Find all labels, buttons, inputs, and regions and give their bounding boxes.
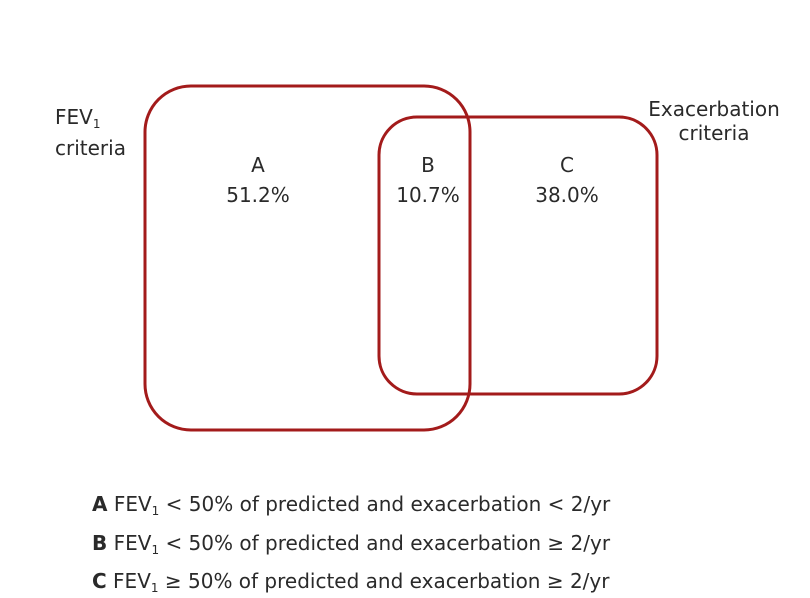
- region-c-letter: C: [560, 153, 574, 177]
- region-b-percent: 10.7%: [396, 183, 460, 207]
- legend-item-a: A FEV1 < 50% of predicted and exacerbati…: [92, 492, 610, 518]
- region-a-letter: A: [251, 153, 265, 177]
- legend-a-text: < 50% of predicted and exacerbation < 2/…: [165, 492, 611, 516]
- fev1-label-line2: criteria: [55, 136, 126, 160]
- region-b: B 10.7%: [396, 153, 460, 207]
- legend-b-text: < 50% of predicted and exacerbation ≥ 2/…: [165, 531, 611, 555]
- legend-a-fev: FEV: [113, 492, 152, 516]
- legend-item-b: B FEV1 < 50% of predicted and exacerbati…: [92, 531, 610, 557]
- legend-b-letter: B: [92, 531, 108, 555]
- fev1-criteria-label: FEV1 criteria: [55, 105, 126, 160]
- region-b-letter: B: [421, 153, 435, 177]
- fev1-label-sub: 1: [92, 117, 101, 131]
- legend-b-sub: 1: [151, 543, 160, 557]
- legend-c-fev: FEV: [113, 569, 151, 593]
- region-c-percent: 38.0%: [535, 183, 599, 207]
- legend-item-c: C FEV1 ≥ 50% of predicted and exacerbati…: [92, 569, 609, 595]
- legend-c-sub: 1: [150, 581, 159, 595]
- exacerbation-label-line2: criteria: [678, 121, 750, 145]
- fev1-criteria-box: [143, 84, 472, 432]
- region-a: A 51.2%: [226, 153, 290, 207]
- region-a-percent: 51.2%: [226, 183, 290, 207]
- legend-b-fev: FEV: [113, 531, 152, 555]
- legend-c-text: ≥ 50% of predicted and exacerbation ≥ 2/…: [164, 569, 610, 593]
- legend-c-letter: C: [92, 569, 107, 593]
- region-c: C 38.0%: [535, 153, 599, 207]
- legend-a-letter: A: [92, 492, 108, 516]
- exacerbation-criteria-box: [377, 115, 659, 396]
- exacerbation-criteria-label: Exacerbation criteria: [648, 97, 780, 145]
- exacerbation-label-line1: Exacerbation: [648, 97, 780, 121]
- legend-a-sub: 1: [151, 504, 160, 518]
- fev1-label-main: FEV: [55, 105, 93, 129]
